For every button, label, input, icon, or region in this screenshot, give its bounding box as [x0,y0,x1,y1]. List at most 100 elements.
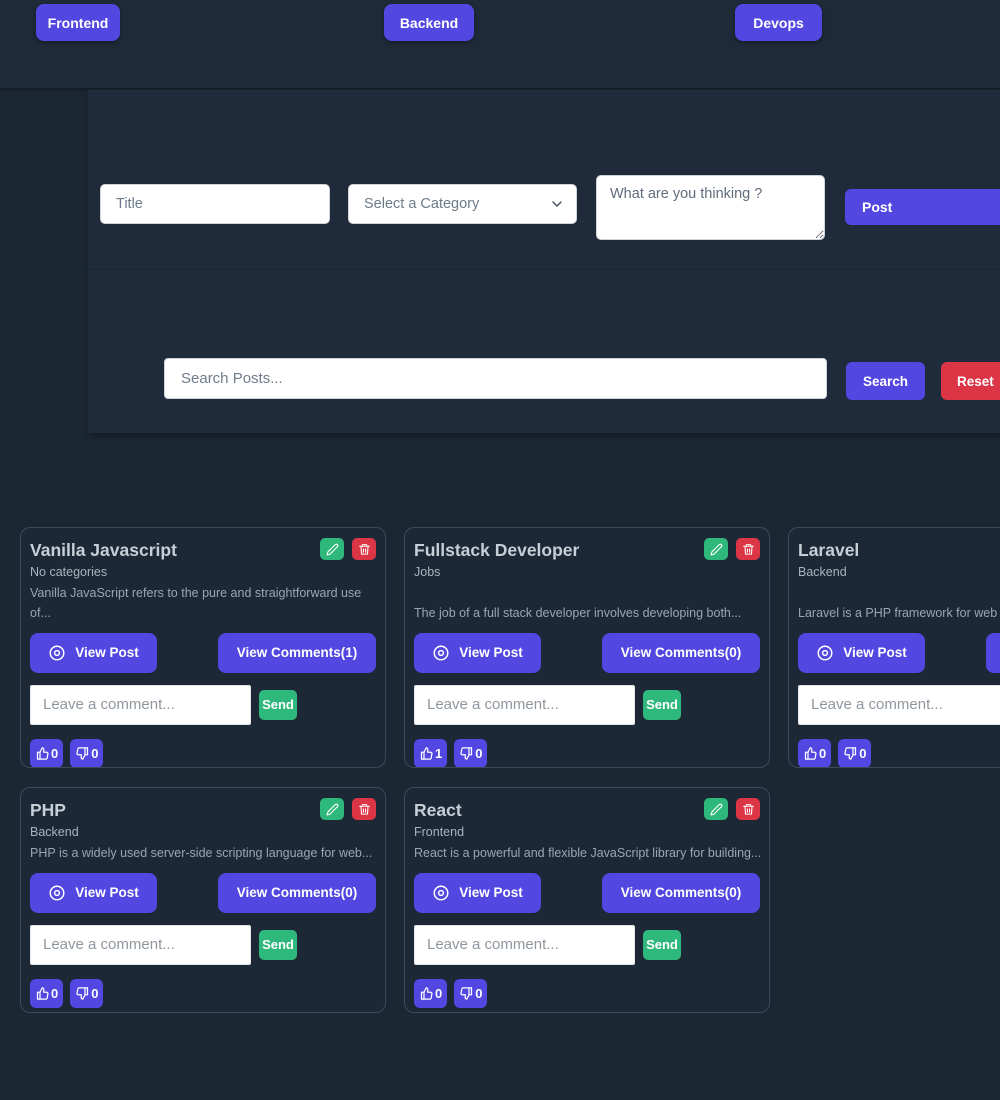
thumbs-up-icon [35,986,50,1001]
top-navbar: Frontend Backend Devops [0,0,1000,88]
send-comment-button[interactable]: Send [643,929,681,960]
delete-post-button[interactable] [352,798,376,820]
trash-icon [742,543,755,556]
thumbs-up-icon [419,746,434,761]
view-comments-button[interactable]: View Comments(0) [986,632,1000,673]
post-title: React [414,800,462,820]
like-button[interactable]: 0 [798,738,832,767]
pencil-icon [326,543,339,556]
like-button[interactable]: 1 [414,738,448,767]
post-card-react: React Frontend React is a powerful and f… [404,787,770,1013]
post-category: Jobs [414,564,441,579]
post-body-textarea[interactable] [596,175,825,240]
thumbs-up-icon [803,746,818,761]
dislike-button[interactable]: 0 [454,978,488,1008]
post-category: No categories [30,564,108,579]
post-category: Backend [798,564,847,579]
reset-button[interactable]: Reset [941,362,1000,400]
eye-icon [432,884,450,902]
dislike-button[interactable]: 0 [454,738,488,767]
post-card-php: PHP Backend PHP is a widely used server-… [20,787,386,1013]
post-button[interactable]: Post [845,189,1000,225]
send-comment-button[interactable]: Send [643,689,681,720]
eye-icon [48,884,66,902]
comment-input[interactable] [414,684,635,725]
eye-icon [48,644,66,662]
search-input[interactable] [164,358,827,399]
search-panel [88,266,1000,433]
post-excerpt: The job of a full stack developer involv… [414,605,742,620]
trash-icon [358,543,371,556]
post-category: Frontend [414,824,465,839]
like-count: 0 [51,985,59,1001]
post-title: PHP [30,800,66,820]
post-excerpt: Vanilla JavaScript refers to the pure an… [30,586,362,620]
dislike-button[interactable]: 0 [838,738,872,767]
nav-category-frontend[interactable]: Frontend [36,4,120,41]
thumbs-down-icon [459,986,474,1001]
post-excerpt: React is a powerful and flexible JavaScr… [414,845,760,860]
delete-post-button[interactable] [736,538,760,560]
dislike-count: 0 [859,745,867,761]
thumbs-down-icon [459,746,474,761]
thumbs-down-icon [75,986,90,1001]
post-title: Laravel [798,540,860,560]
post-card-laravel: Laravel Backend Laravel is a PHP framewo… [788,527,1000,768]
comment-input[interactable] [30,924,251,965]
category-select-wrap: Select a Category [348,184,577,224]
nav-category-backend[interactable]: Backend [384,4,474,41]
like-button[interactable]: 0 [30,978,64,1008]
like-button[interactable]: 0 [414,978,448,1008]
search-button[interactable]: Search [846,362,925,400]
post-category: Backend [30,824,79,839]
trash-icon [742,803,755,816]
like-count: 1 [435,745,443,761]
delete-post-button[interactable] [736,798,760,820]
category-select[interactable]: Select a Category [348,184,577,224]
view-comments-button[interactable]: View Comments(0) [602,632,760,673]
post-title: Vanilla Javascript [30,540,177,560]
comment-input[interactable] [30,684,251,725]
view-post-button[interactable]: View Post [798,632,925,673]
send-comment-button[interactable]: Send [259,929,297,960]
dislike-count: 0 [475,985,483,1001]
nav-category-devops[interactable]: Devops [735,4,822,41]
view-comments-button[interactable]: View Comments(0) [218,872,376,913]
edit-post-button[interactable] [320,538,344,560]
post-title: Fullstack Developer [414,540,580,560]
view-post-button[interactable]: View Post [30,632,157,673]
edit-post-button[interactable] [704,798,728,820]
edit-post-button[interactable] [704,538,728,560]
send-comment-button[interactable]: Send [259,689,297,720]
pencil-icon [710,803,723,816]
view-post-button[interactable]: View Post [30,872,157,913]
pencil-icon [710,543,723,556]
view-post-button[interactable]: View Post [414,872,541,913]
like-button[interactable]: 0 [30,738,64,767]
post-excerpt: Laravel is a PHP framework for web devel… [798,605,1000,620]
comment-input[interactable] [798,684,1000,725]
post-card-vanilla-javascript: Vanilla Javascript No categories Vanilla… [20,527,386,768]
post-title-input[interactable] [100,184,330,224]
view-comments-button[interactable]: View Comments(1) [218,632,376,673]
view-post-button[interactable]: View Post [414,632,541,673]
thumbs-down-icon [75,746,90,761]
compose-panel [88,90,1000,266]
dislike-count: 0 [91,745,99,761]
thumbs-up-icon [419,986,434,1001]
thumbs-down-icon [843,746,858,761]
post-excerpt: PHP is a widely used server-side scripti… [30,845,373,860]
trash-icon [358,803,371,816]
dislike-count: 0 [475,745,483,761]
edit-post-button[interactable] [320,798,344,820]
like-count: 0 [819,745,827,761]
comment-input[interactable] [414,924,635,965]
dislike-button[interactable]: 0 [70,978,104,1008]
dislike-count: 0 [91,985,99,1001]
view-comments-button[interactable]: View Comments(0) [602,872,760,913]
delete-post-button[interactable] [352,538,376,560]
dislike-button[interactable]: 0 [70,738,104,767]
pencil-icon [326,803,339,816]
post-card-fullstack-developer: Fullstack Developer Jobs The job of a fu… [404,527,770,768]
